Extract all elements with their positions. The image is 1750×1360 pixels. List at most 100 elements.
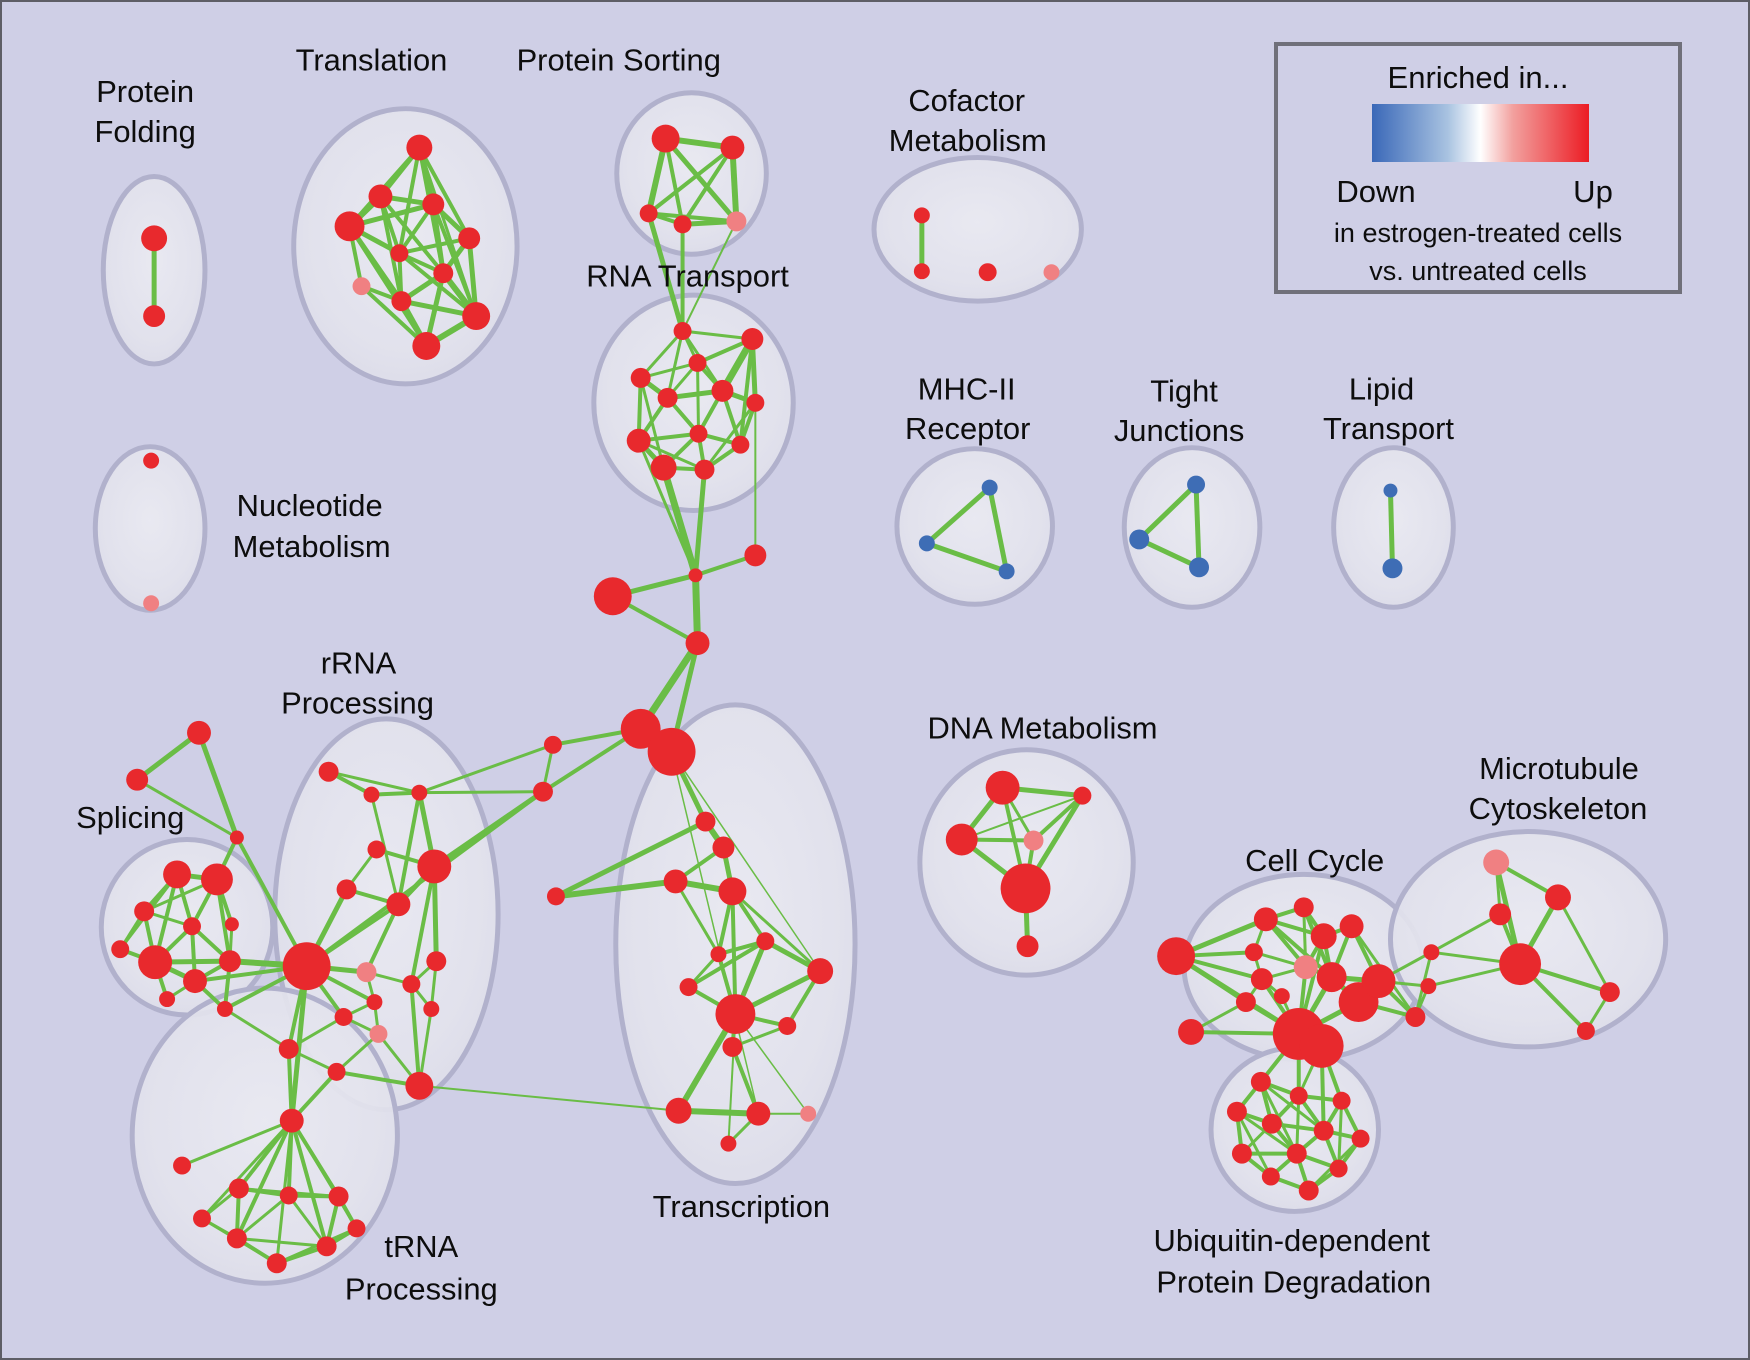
node-cf1 [913, 263, 930, 280]
node-x9 [715, 994, 756, 1034]
node-cf2 [978, 263, 997, 282]
edge-rt11-j0 [693, 469, 707, 576]
edge-r19-r20 [181, 1119, 293, 1167]
node-cc1 [1253, 907, 1278, 932]
edge-tj0-tj1 [1137, 482, 1198, 542]
cluster-protein-sorting-ellipse [614, 90, 769, 257]
edge-mh0-mh2 [987, 487, 1010, 572]
node-q9 [1329, 1159, 1348, 1178]
cluster-cofactor-metabolism-label-line1: Cofactor [908, 83, 1025, 118]
node-r7 [417, 849, 452, 884]
node-t7 [352, 277, 371, 296]
cluster-cofactor-metabolism-label-line2: Metabolism [889, 123, 1047, 158]
node-tj1 [1129, 529, 1150, 550]
node-ps1 [720, 135, 745, 160]
node-r12 [366, 994, 383, 1011]
edge-x12-x13 [678, 1107, 759, 1117]
cluster-tight-junctions-label-line2: Junctions [1114, 413, 1245, 448]
cluster-rna-transport-label-line1: RNA Transport [586, 259, 789, 294]
cluster-lipid-transport-label-line1: Lipid [1349, 371, 1414, 406]
edge-c4-g0 [418, 743, 554, 795]
legend-subtitle-line1: in estrogen-treated cells [1333, 218, 1623, 248]
node-r16 [278, 1038, 299, 1059]
node-u1 [279, 1186, 298, 1205]
cluster-mhc-ii-receptor-label-line2: Receptor [905, 411, 1030, 446]
network-nodes [111, 124, 1620, 1274]
edge-r15-r17 [335, 1032, 380, 1073]
node-cc9 [1235, 992, 1256, 1013]
edge-x4-x8 [731, 890, 822, 973]
node-rt10 [650, 454, 677, 481]
node-h1 [620, 708, 661, 749]
node-rt7 [689, 424, 708, 443]
node-x6 [710, 946, 727, 963]
node-q6 [1351, 1129, 1370, 1148]
node-mh0 [981, 479, 998, 496]
edge-x9-x14 [734, 1013, 809, 1115]
node-s1 [200, 863, 233, 896]
edge-ps0-ps3 [663, 138, 685, 225]
node-s9 [216, 1001, 233, 1018]
node-r11 [426, 951, 447, 972]
node-r5 [336, 879, 357, 900]
node-q11 [1298, 1180, 1319, 1201]
edge-q2-q10 [1235, 1111, 1273, 1178]
edge-mh0-mh1 [925, 485, 992, 546]
edge-r18-x12 [419, 1084, 679, 1112]
edge-x4-x9 [730, 891, 738, 1015]
node-s4 [224, 917, 239, 932]
cluster-protein-sorting-label-line1: Protein Sorting [517, 42, 721, 77]
node-r15 [369, 1024, 388, 1043]
node-x7 [679, 978, 698, 997]
node-s2 [134, 901, 155, 922]
legend-box: Enriched in... Down Up in estrogen-treat… [1274, 42, 1682, 294]
node-s8 [218, 950, 241, 973]
node-r10 [402, 975, 421, 994]
node-t3 [334, 211, 365, 242]
node-lt1 [1382, 558, 1403, 579]
edge-g1-g2 [135, 730, 201, 782]
cluster-microtubule-cytoskeleton-label-line1: Microtubule [1479, 751, 1639, 786]
node-c5 [533, 781, 553, 802]
node-rt5 [711, 379, 734, 402]
node-rt8 [626, 428, 651, 453]
node-tj2 [1189, 557, 1210, 578]
edge-x5-x7 [687, 939, 767, 989]
cluster-nucleotide-metabolism-ellipse [92, 444, 208, 613]
edge-tj0-tj2 [1193, 484, 1202, 568]
node-x15 [720, 1135, 737, 1152]
node-rt11 [694, 459, 715, 480]
node-m7 [1576, 1021, 1595, 1040]
node-ps0 [651, 124, 680, 153]
edge-c5-g0 [419, 790, 543, 795]
node-q4 [1332, 1091, 1351, 1110]
node-c2 [593, 577, 632, 616]
node-lt0 [1383, 483, 1398, 498]
edge-rt10-j0 [660, 466, 699, 577]
node-r19 [279, 1108, 304, 1133]
node-t5 [390, 244, 409, 263]
node-m2 [1489, 903, 1512, 926]
node-m4 [1423, 944, 1440, 961]
node-s5 [111, 940, 130, 959]
node-mh2 [998, 563, 1015, 580]
node-r20 [173, 1156, 192, 1175]
node-m5 [1420, 978, 1437, 995]
edge-rt0-rt3 [639, 330, 684, 379]
node-x3 [663, 869, 688, 894]
node-q5 [1313, 1120, 1334, 1141]
edge-ps1-ps3 [680, 146, 735, 226]
node-g2 [126, 768, 149, 791]
legend-title: Enriched in... [1387, 60, 1569, 95]
node-cf3 [1043, 264, 1060, 281]
node-s0 [163, 860, 192, 889]
edge-rt0-rt4 [666, 330, 685, 399]
node-x12 [665, 1097, 692, 1124]
node-cc0 [1157, 937, 1196, 976]
edge-t5-t9 [398, 251, 478, 318]
node-u0 [228, 1178, 249, 1199]
node-u4 [347, 1219, 366, 1238]
edge-t2-t6 [430, 204, 446, 274]
